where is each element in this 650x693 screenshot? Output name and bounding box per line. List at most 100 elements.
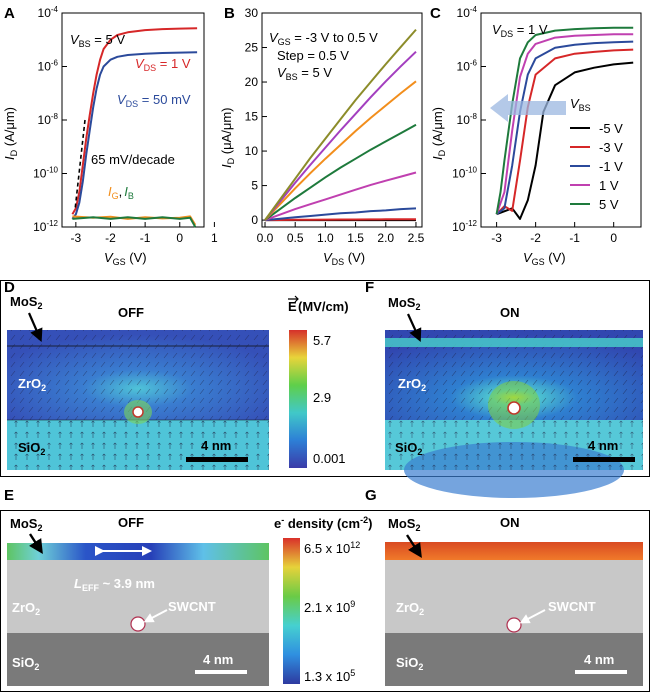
chart-a-vds1-label: VDS = 1 V (135, 56, 191, 73)
panel-g-sio2-label: SiO2 (396, 655, 423, 672)
panel-f-sio2-label: SiO2 (395, 440, 422, 457)
chart-b-plot (264, 28, 417, 222)
chart-a: 10-4 10-6 10-8 10-10 10-12 -3 -2 -1 0 1 VBS = 5 V… (2, 5, 218, 267)
panel-e: MoS2 OFF LEFF ~ 3.9 nm ZrO2 SWCNT SiO2 4… (7, 515, 269, 686)
x-tick-label: -3 (71, 231, 82, 245)
chart-a-vbs-label: VBS = 5 V (70, 32, 125, 49)
x-tick-label: 0.0 (257, 231, 274, 245)
x-tick-label: -2 (105, 231, 116, 245)
density-colorbar-title: e- density (cm-2) (274, 515, 372, 531)
panel-f-zro2-label: ZrO2 (398, 376, 426, 393)
panel-g-mos2-label: MoS2 (388, 516, 420, 533)
panel-d-zro2-label: ZrO2 (18, 376, 46, 393)
y-tick-label: 10-10 (452, 166, 477, 181)
y-tick-label: 10-12 (452, 219, 477, 234)
panel-e-swcnt-arrow (143, 609, 168, 623)
panel-e-leff-label: LEFF ~ 3.9 nm (74, 576, 155, 593)
series-line (71, 27, 198, 215)
y-tick-label: 10 (245, 144, 259, 158)
chart-b-frame (261, 12, 423, 228)
panel-d-scale-bar (186, 457, 248, 462)
panel-g: MoS2 ON ZrO2 SWCNT SiO2 4 nm (385, 515, 643, 686)
panel-g-mos2-arrow (405, 534, 422, 559)
panel-g-swcnt-arrow (519, 609, 546, 624)
chart-a-plot (71, 27, 198, 228)
panel-d-sio2-label: SiO2 (18, 440, 45, 457)
panel-f-scale-bar (573, 457, 635, 462)
chart-a-igib-label: IG, IB (108, 184, 134, 201)
panel-f: MoS2 ON ZrO2 SiO2 4 nm (385, 295, 643, 498)
x-tick-label: 0 (176, 231, 183, 245)
panel-f-mos2-arrow (406, 313, 422, 343)
panel-e-swcnt (130, 616, 146, 632)
x-tick-label: 0 (610, 231, 617, 245)
density-colorbar-tick: 2.1 x 109 (304, 599, 355, 615)
series-line (264, 171, 417, 222)
y-tick-label: 0 (251, 213, 258, 227)
y-tick-label: 5 (251, 179, 258, 193)
chart-a-xlabel: VGS (V) (104, 250, 147, 267)
chart-c-frame (480, 12, 642, 228)
panel-f-mos2-label: MoS2 (388, 295, 420, 312)
chart-a-axes: 10-4 10-6 10-8 10-10 10-12 -3 -2 -1 0 1 (33, 5, 218, 245)
chart-a-ylabel: ID (A/μm) (2, 107, 19, 160)
density-colorbar-tick: 6.5 x 1012 (304, 540, 360, 556)
panel-e-zro2-label: ZrO2 (12, 600, 40, 617)
chart-a-slope-line (74, 119, 86, 211)
panel-e-state: OFF (118, 515, 144, 530)
field-colorbar-tick: 0.001 (313, 451, 346, 466)
y-tick-label: 10-8 (457, 112, 478, 127)
chart-c-ylabel: ID (A/μm) (430, 107, 447, 160)
chart-b-ylabel: ID (μA/μm) (219, 108, 236, 169)
y-tick-label: 10-10 (33, 166, 58, 181)
chart-c-vds-label: VDS = 1 V (492, 22, 548, 39)
chart-c-plot (495, 26, 634, 220)
series-line (264, 80, 417, 221)
y-tick-label: 25 (245, 41, 259, 55)
panel-letter-a: A (4, 5, 15, 22)
series-line (495, 40, 634, 215)
panel-letter-f: F (365, 279, 374, 296)
legend-label: -3 V (599, 140, 623, 155)
y-tick-label: 10-8 (38, 112, 59, 127)
chart-b-xlabel: VDS (V) (323, 250, 365, 267)
x-tick-label: -2 (530, 231, 541, 245)
panel-e-sio2-region (7, 633, 269, 686)
field-colorbar-gradient (289, 330, 307, 468)
panel-g-zro2-label: ZrO2 (396, 600, 424, 617)
panel-g-sio2-region (385, 633, 643, 686)
x-tick-label: -3 (491, 231, 502, 245)
panel-g-state: ON (500, 515, 520, 530)
field-colorbar-title: (MV/cm) (298, 299, 349, 314)
legend-label: 1 V (599, 178, 619, 193)
panel-d-scale-label: 4 nm (201, 438, 231, 453)
panel-g-swcnt (506, 617, 522, 633)
legend-label: -1 V (599, 159, 623, 174)
y-tick-label: 20 (245, 75, 259, 89)
x-tick-label: 0.5 (287, 231, 304, 245)
legend-label: -5 V (599, 121, 623, 136)
panel-g-scale-bar (575, 670, 627, 674)
legend-label: 5 V (599, 197, 619, 212)
vbs-arrow (490, 94, 566, 122)
panel-letter-e: E (4, 487, 14, 504)
panel-letter-d: D (4, 279, 15, 296)
panel-f-state: ON (500, 305, 520, 320)
y-tick-label: 10-4 (457, 5, 478, 20)
y-tick-label: 10-6 (457, 59, 478, 74)
x-tick-label: 2.0 (377, 231, 394, 245)
chart-c-axes: 10-4 10-6 10-8 10-10 10-12 -3 -2 -1 0 (452, 5, 617, 245)
panel-e-mos2-arrow (28, 533, 43, 555)
panel-g-scale-label: 4 nm (584, 652, 614, 667)
field-colorbar-tick: 5.7 (313, 333, 331, 348)
panel-g-mos2-layer (385, 542, 643, 560)
x-tick-label: 1.5 (347, 231, 364, 245)
chart-c-xlabel: VGS (V) (523, 250, 566, 267)
panel-e-sio2-label: SiO2 (12, 655, 39, 672)
panel-e-mos2-label: MoS2 (10, 516, 42, 533)
panel-g-swcnt-label: SWCNT (548, 599, 596, 614)
field-colorbar-tick: 2.9 (313, 390, 331, 405)
panel-d-state: OFF (118, 305, 144, 320)
